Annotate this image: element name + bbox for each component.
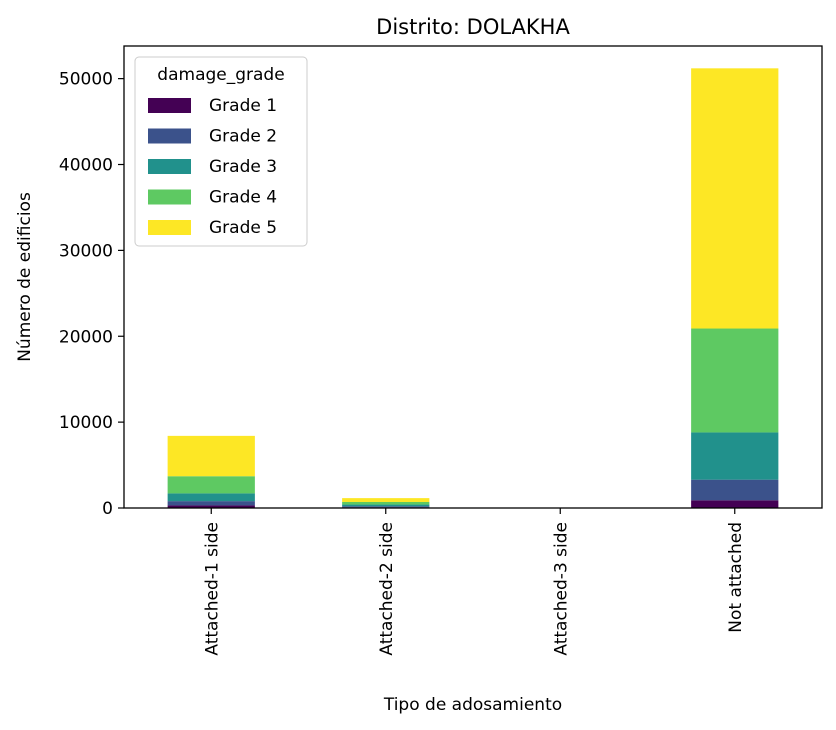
chart-title: Distrito: DOLAKHA xyxy=(376,15,570,39)
legend-swatch-grade-3 xyxy=(148,159,191,174)
y-axis: 0 10000 20000 30000 40000 50000 xyxy=(59,70,124,519)
x-tick-label: Attached-2 side xyxy=(377,522,397,656)
bar-segment-grade-3-attached-2-side xyxy=(342,504,430,507)
y-tick-label: 40000 xyxy=(59,156,113,176)
bars-group xyxy=(167,68,779,508)
bar-segment-grade-4-attached-2-side xyxy=(342,501,430,505)
bar-segment-grade-5-attached-1-side xyxy=(167,435,255,477)
bar-segment-grade-5-attached-2-side xyxy=(342,498,430,502)
y-tick-label: 0 xyxy=(102,499,113,519)
bar-segment-grade-3-not-attached xyxy=(691,432,779,480)
plot-frame xyxy=(123,45,823,509)
y-tick-label: 10000 xyxy=(59,413,113,433)
legend-title: damage_grade xyxy=(157,65,284,85)
legend-swatch-grade-4 xyxy=(148,189,191,205)
x-tick-label: Attached-3 side xyxy=(551,522,571,656)
legend-swatch-grade-5 xyxy=(148,220,191,235)
bar-segment-grade-1-not-attached xyxy=(691,500,779,508)
y-tick-label: 50000 xyxy=(59,70,113,90)
legend-label-grade-2: Grade 2 xyxy=(209,127,277,147)
legend-swatch-grade-2 xyxy=(148,128,191,144)
bar-segment-grade-4-attached-1-side xyxy=(167,476,255,494)
legend-label-grade-3: Grade 3 xyxy=(209,157,277,177)
y-tick-label: 30000 xyxy=(59,241,113,261)
legend-label-grade-4: Grade 4 xyxy=(209,188,277,208)
bar-segment-grade-5-not-attached xyxy=(691,68,779,329)
x-tick-label: Not attached xyxy=(726,522,746,633)
legend-swatch-grade-1 xyxy=(148,98,191,113)
y-tick-label: 20000 xyxy=(59,327,113,347)
bar-segment-grade-1-attached-1-side xyxy=(167,505,255,508)
bar-segment-grade-4-not-attached xyxy=(691,328,779,433)
legend: damage_grade Grade 1 Grade 2 Grade 3 Grade … xyxy=(134,56,308,247)
x-axis: Attached-1 side Attached-2 side Attached-3… xyxy=(202,508,746,656)
legend-label-grade-5: Grade 5 xyxy=(209,218,277,238)
bar-segment-grade-3-attached-1-side xyxy=(167,493,255,502)
x-axis-label: Tipo de adosamiento xyxy=(383,695,562,715)
x-tick-label: Attached-1 side xyxy=(202,522,222,656)
y-axis-label: Número de edificios xyxy=(15,192,35,362)
bar-segment-grade-2-attached-1-side xyxy=(167,501,255,506)
bar-segment-grade-2-attached-2-side xyxy=(342,506,430,508)
bar-segment-grade-2-not-attached xyxy=(691,479,779,501)
legend-label-grade-1: Grade 1 xyxy=(209,96,277,116)
